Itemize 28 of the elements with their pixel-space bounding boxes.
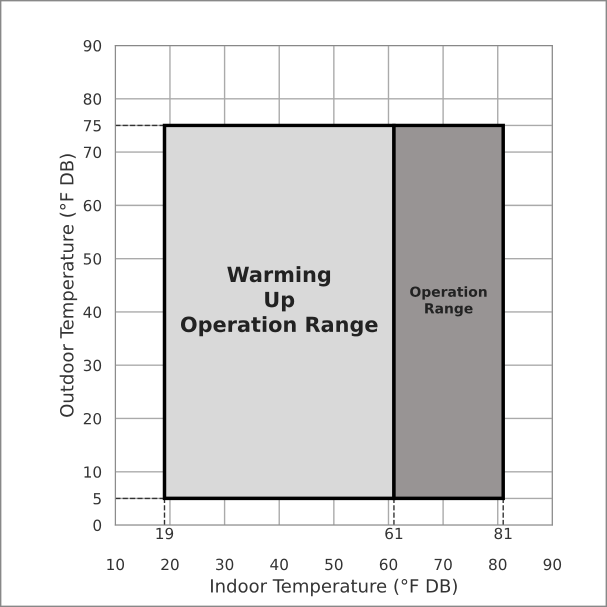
x-tick-label: 40 [270,558,288,570]
y-tick-label: 75 [84,120,101,132]
x-tick-label: 10 [107,558,124,570]
y-tick-label: 70 [84,146,102,158]
ref-line-label: 81 [494,528,512,540]
y-axis-title: Outdoor Temperature (°F DB) [60,154,78,417]
y-tick-label: 40 [83,306,102,318]
x-axis-title: Indoor Temperature (°F DB) [211,578,457,596]
y-tick-label: 0 [93,520,102,532]
x-tick-label: 80 [489,558,506,570]
series-label: Operation Range [410,286,487,316]
y-tick-label: 20 [84,412,102,425]
x-tick-label: 90 [544,558,562,570]
x-tick-label: 70 [434,558,452,570]
x-tick-label: 50 [325,558,343,570]
ref-line-label: 61 [385,528,402,540]
x-tick-label: 60 [380,558,398,570]
series-label: Warming Up Operation Range [180,266,378,336]
y-tick-label: 10 [84,466,102,478]
y-tick-label: 60 [84,200,102,212]
y-tick-label: 5 [94,493,101,504]
ref-line-label: 19 [156,528,174,540]
y-tick-label: 50 [84,253,102,265]
y-tick-label: 30 [84,360,102,372]
x-tick-label: 20 [161,558,179,570]
y-tick-label: 80 [84,93,102,105]
x-tick-label: 30 [216,558,234,570]
y-tick-label: 90 [84,40,102,52]
